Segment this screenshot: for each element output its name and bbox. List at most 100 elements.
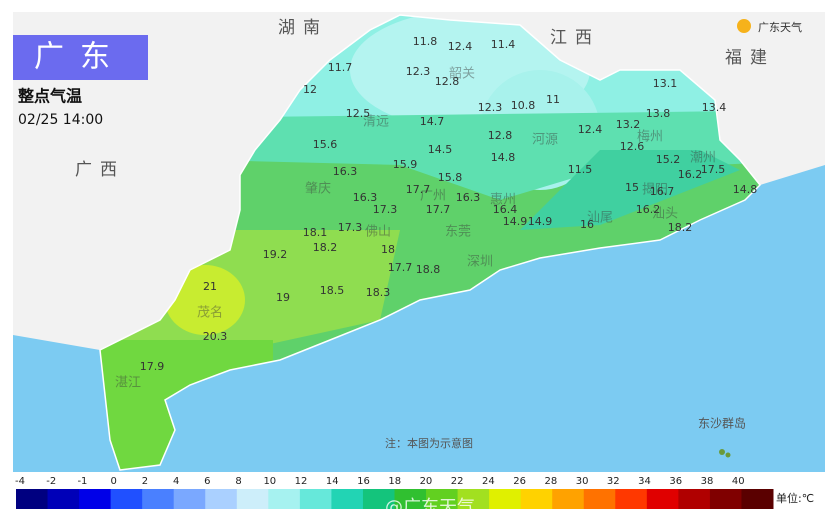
temperature-reading: 11.4 bbox=[491, 38, 516, 51]
legend-tick: 26 bbox=[513, 476, 526, 487]
legend-swatch bbox=[709, 489, 742, 509]
city-label: 肇庆 bbox=[305, 182, 331, 197]
legend-swatch bbox=[520, 489, 553, 509]
temperature-reading: 16.2 bbox=[678, 168, 703, 181]
temperature-reading: 12.5 bbox=[346, 107, 371, 120]
legend-tick: -1 bbox=[77, 476, 87, 487]
watermark: @广东天气 bbox=[385, 497, 475, 518]
sea bbox=[13, 165, 825, 472]
temperature-reading: 11 bbox=[546, 93, 560, 106]
temperature-reading: 18.2 bbox=[313, 241, 338, 254]
temperature-reading: 14.5 bbox=[428, 143, 453, 156]
temperature-reading: 17.7 bbox=[406, 183, 431, 196]
legend-tick: 14 bbox=[326, 476, 339, 487]
legend-tick: 8 bbox=[235, 476, 241, 487]
legend-swatch bbox=[16, 489, 49, 509]
legend-swatch bbox=[678, 489, 711, 509]
legend-tick: -2 bbox=[46, 476, 56, 487]
temperature-reading: 18.3 bbox=[366, 286, 391, 299]
temperature-reading: 18.2 bbox=[668, 221, 693, 234]
city-label: 梅州 bbox=[637, 130, 663, 145]
temperature-reading: 21 bbox=[203, 280, 217, 293]
legend-swatch bbox=[362, 489, 395, 509]
temperature-reading: 18.1 bbox=[303, 226, 328, 239]
temperature-reading: 19.2 bbox=[263, 248, 288, 261]
legend-swatch bbox=[268, 489, 301, 509]
legend-swatch bbox=[173, 489, 206, 509]
temperature-reading: 16.3 bbox=[456, 191, 481, 204]
temperature-reading: 15.8 bbox=[438, 171, 463, 184]
legend-swatch bbox=[236, 489, 269, 509]
temperature-reading: 13.8 bbox=[646, 107, 671, 120]
temperature-reading: 16.2 bbox=[636, 203, 661, 216]
temperature-reading: 13.2 bbox=[616, 118, 641, 131]
legend-tick: 38 bbox=[701, 476, 714, 487]
temperature-reading: 18.8 bbox=[416, 263, 441, 276]
temperature-reading: 16 bbox=[580, 218, 594, 231]
city-label: 揭阳 bbox=[642, 183, 668, 198]
city-label: 惠州 bbox=[490, 193, 516, 208]
city-label: 广州 bbox=[420, 189, 446, 204]
city-label: 湛江 bbox=[115, 376, 141, 391]
city-label: 深圳 bbox=[467, 255, 493, 270]
temperature-reading: 10.8 bbox=[511, 99, 536, 112]
city-label: 河源 bbox=[532, 133, 558, 148]
legend-swatch bbox=[142, 489, 175, 509]
temperature-reading: 15.2 bbox=[656, 153, 681, 166]
legend-swatch bbox=[457, 489, 490, 509]
time: 02/25 14:00 bbox=[18, 112, 103, 128]
title-box bbox=[13, 35, 148, 80]
temperature-reading: 14.8 bbox=[733, 183, 758, 196]
legend-swatch bbox=[426, 489, 459, 509]
logo-icon bbox=[737, 19, 751, 33]
city-label: 茂名 bbox=[197, 305, 223, 321]
province-label: 福建 bbox=[725, 48, 775, 68]
legend-tick: 28 bbox=[544, 476, 557, 487]
city-label: 韶关 bbox=[449, 66, 475, 82]
temperature-reading: 14.9 bbox=[528, 215, 553, 228]
legend-tick: 22 bbox=[451, 476, 464, 487]
temperature-reading: 11.8 bbox=[413, 35, 438, 48]
city-label: 佛山 bbox=[365, 225, 391, 240]
legend-tick: 24 bbox=[482, 476, 495, 487]
province-label: 江西 bbox=[550, 28, 600, 48]
legend-swatch bbox=[646, 489, 679, 509]
legend-tick: 40 bbox=[732, 476, 745, 487]
temperature-reading: 12.3 bbox=[478, 101, 503, 114]
temperature-reading: 15.6 bbox=[313, 138, 338, 151]
subtitle: 整点气温 bbox=[17, 87, 82, 106]
legend-tick: 4 bbox=[173, 476, 179, 487]
temperature-reading: 18.5 bbox=[320, 284, 345, 297]
city-label: 汕头 bbox=[652, 207, 678, 222]
temperature-reading: 15.9 bbox=[393, 158, 418, 171]
temperature-reading: 16.4 bbox=[493, 203, 518, 216]
legend-tick: 2 bbox=[142, 476, 148, 487]
legend-unit: 单位:℃ bbox=[776, 491, 814, 505]
logo-text: 广东天气 bbox=[758, 20, 802, 34]
temperature-reading: 12.4 bbox=[578, 123, 603, 136]
city-label: 东莞 bbox=[445, 225, 471, 240]
legend-swatch bbox=[79, 489, 112, 509]
temperature-reading: 18 bbox=[381, 243, 395, 256]
legend-tick: 16 bbox=[357, 476, 370, 487]
temperature-reading: 12 bbox=[303, 83, 317, 96]
temperature-reading: 16.3 bbox=[333, 165, 358, 178]
temperature-reading: 16.7 bbox=[650, 185, 675, 198]
city-label: 清远 bbox=[363, 115, 389, 130]
legend-tick: 36 bbox=[669, 476, 682, 487]
temperature-reading: 17.7 bbox=[388, 261, 413, 274]
legend-tick: 20 bbox=[420, 476, 433, 487]
legend-tick: 18 bbox=[388, 476, 401, 487]
islands-label: 东沙群岛 bbox=[698, 416, 746, 431]
temperature-reading: 17.7 bbox=[426, 203, 451, 216]
temperature-reading: 12.3 bbox=[406, 65, 431, 78]
legend-tick: 10 bbox=[263, 476, 276, 487]
legend-swatch bbox=[394, 489, 427, 509]
title: 广东 bbox=[34, 40, 126, 75]
legend-swatch bbox=[331, 489, 364, 509]
legend-tick: 34 bbox=[638, 476, 651, 487]
legend-tick: 6 bbox=[204, 476, 210, 487]
temperature-reading: 17.5 bbox=[701, 163, 726, 176]
